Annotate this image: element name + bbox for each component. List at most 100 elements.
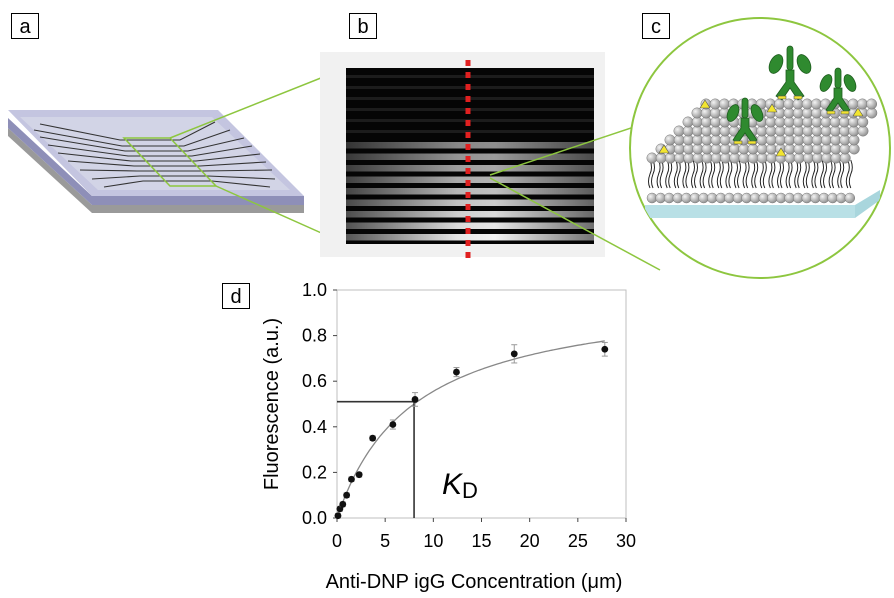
x-tick-label: 10 bbox=[423, 531, 443, 551]
lipid-tail bbox=[811, 159, 816, 189]
y-axis-label: Fluorescence (a.u.) bbox=[261, 318, 283, 490]
fluorescent-stripe bbox=[346, 199, 594, 206]
y-tick-label: 0.4 bbox=[302, 417, 327, 437]
lipid-head bbox=[718, 98, 730, 110]
lipid-tail bbox=[785, 159, 790, 189]
lipid-tail bbox=[742, 159, 747, 189]
panel-label-b: b bbox=[349, 13, 377, 39]
x-tick-label: 0 bbox=[332, 531, 342, 551]
lipid-tail bbox=[768, 159, 773, 189]
lipid-head bbox=[664, 134, 676, 146]
lipid-tail bbox=[788, 159, 793, 189]
lipid-head bbox=[847, 98, 859, 110]
data-point bbox=[348, 475, 355, 483]
plot-frame bbox=[336, 289, 627, 519]
lipid-tail bbox=[673, 159, 678, 189]
lipid-tail bbox=[682, 159, 687, 189]
lipid-tail bbox=[711, 159, 716, 189]
lipid-tail bbox=[665, 159, 670, 189]
lipid-head bbox=[810, 98, 822, 110]
lipid-tail bbox=[719, 159, 724, 189]
data-point bbox=[411, 392, 419, 407]
antibodies bbox=[726, 45, 857, 144]
binding-curve-chart: 0 5 10 15 20 25 30 0.0 0.2 0.4 0.6 0.8 1.0 KD Anti-… bbox=[261, 280, 636, 593]
triangle-hapten-icon bbox=[852, 107, 864, 117]
x-axis-ticks: 0 5 10 15 20 25 30 bbox=[332, 518, 636, 551]
fluorescent-stripe bbox=[346, 211, 594, 218]
y-tick-label: 0.0 bbox=[302, 508, 327, 528]
x-tick-label: 15 bbox=[471, 531, 491, 551]
lipid-tail bbox=[648, 159, 652, 189]
lipid-tail bbox=[651, 159, 655, 189]
lipid-tail bbox=[814, 159, 819, 189]
lipid-tail bbox=[777, 159, 781, 189]
data-marker bbox=[355, 471, 363, 479]
data-marker bbox=[601, 345, 609, 353]
y-tick-label: 0.6 bbox=[302, 371, 327, 391]
lipid-tail bbox=[754, 159, 759, 189]
lipid-tail bbox=[737, 159, 741, 189]
data-point bbox=[389, 419, 397, 430]
data-point bbox=[334, 512, 342, 520]
lipid-lower-heads bbox=[646, 192, 856, 204]
data-marker bbox=[510, 350, 518, 358]
hapten-markers bbox=[658, 99, 864, 157]
y-axis-ticks: 0.0 0.2 0.4 0.6 0.8 1.0 bbox=[302, 280, 337, 528]
lipid-tail bbox=[734, 159, 738, 189]
chip-glass-surface bbox=[20, 117, 290, 190]
lipid-tail bbox=[751, 159, 756, 189]
triangle-hapten-icon bbox=[775, 147, 787, 157]
lipid-tail bbox=[780, 159, 784, 189]
x-tick-label: 5 bbox=[380, 531, 390, 551]
lipid-tail bbox=[848, 159, 853, 189]
data-marker bbox=[389, 421, 397, 428]
bilayer-illustration bbox=[645, 45, 880, 218]
lipid-head bbox=[856, 98, 868, 110]
data-point bbox=[453, 367, 460, 378]
data-point bbox=[355, 471, 363, 479]
lipid-tail bbox=[802, 159, 807, 189]
y-tick-label: 0.2 bbox=[302, 462, 327, 482]
lipid-head bbox=[673, 125, 685, 137]
lipid-tail bbox=[820, 159, 824, 189]
data-point bbox=[343, 491, 351, 499]
panel-label-d: d bbox=[222, 283, 250, 309]
lipid-tail bbox=[828, 159, 833, 189]
triangle-hapten-icon bbox=[658, 144, 670, 154]
antibody-icon bbox=[768, 45, 812, 101]
lipid-head bbox=[646, 152, 658, 164]
lipid-tail bbox=[837, 159, 842, 189]
panel-label-c: c bbox=[642, 13, 670, 39]
lipid-tail bbox=[771, 159, 776, 189]
lipid-tail bbox=[694, 159, 698, 189]
x-tick-label: 25 bbox=[568, 531, 588, 551]
chip-substrate-side bbox=[8, 118, 304, 205]
lipid-tail bbox=[745, 159, 750, 189]
lipid-tail bbox=[659, 159, 664, 189]
lipid-tail bbox=[676, 159, 681, 189]
data-point bbox=[510, 344, 518, 364]
lipid-tail bbox=[691, 159, 695, 189]
data-marker bbox=[339, 500, 347, 508]
antibody-icon bbox=[726, 97, 764, 144]
panel-label-a: a bbox=[11, 13, 39, 39]
kd-guide-line bbox=[337, 400, 415, 518]
lipid-tail bbox=[797, 159, 802, 189]
data-point bbox=[369, 434, 377, 442]
lipid-tails bbox=[648, 159, 853, 189]
lipid-tail bbox=[831, 159, 836, 189]
lipid-head bbox=[801, 98, 813, 110]
lipid-tail bbox=[656, 159, 661, 189]
lipid-head bbox=[691, 107, 703, 119]
data-point bbox=[339, 500, 347, 508]
dim-stripe bbox=[346, 130, 594, 133]
lipid-head bbox=[844, 192, 856, 204]
x-tick-label: 20 bbox=[520, 531, 540, 551]
fit-curve bbox=[336, 340, 605, 519]
lipid-head bbox=[783, 98, 795, 110]
antibody-icon bbox=[819, 67, 857, 114]
lipid-tail bbox=[762, 159, 767, 189]
y-tick-label: 0.8 bbox=[302, 326, 327, 346]
lipid-tail bbox=[840, 159, 845, 189]
